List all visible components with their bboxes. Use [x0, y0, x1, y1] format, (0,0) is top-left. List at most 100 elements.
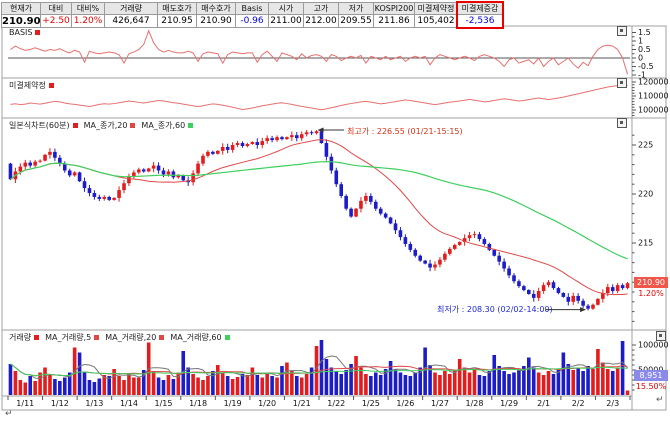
- quote-col-low: 저가 209.55: [338, 2, 374, 28]
- legend-swatch: [94, 335, 100, 340]
- svg-text:1/11: 1/11: [16, 399, 34, 408]
- svg-text:100000: 100000: [638, 341, 669, 350]
- field-value: 210.95: [161, 16, 193, 26]
- svg-text:0.5: 0.5: [638, 45, 651, 54]
- field-value: 212.00: [305, 16, 337, 26]
- ma60-line: [10, 161, 628, 260]
- basis-line: [10, 29, 629, 75]
- svg-text:2/1: 2/1: [537, 399, 550, 408]
- field-value: 210.90: [2, 16, 41, 27]
- ma20-line: [10, 139, 628, 296]
- quote-col-bid: 매수호가 210.90: [196, 2, 236, 28]
- field-value: 105,402: [417, 16, 455, 26]
- volume-legend: 거래량 MA_거래량,5 MA_거래량,20 MA_거래량,60: [9, 332, 236, 343]
- field-value: 211.00: [270, 16, 302, 26]
- field-label: 대비%: [72, 3, 104, 15]
- field-label: 매수호가: [197, 3, 235, 15]
- svg-text:1/12: 1/12: [51, 399, 69, 408]
- annotation-arrows: [317, 127, 587, 313]
- field-label: KOSPI200: [374, 3, 414, 15]
- panel-maximize-icon[interactable]: [617, 118, 627, 128]
- current-volume-pct: 15.50%: [635, 382, 667, 391]
- field-value: 209.55: [340, 16, 372, 26]
- panel-frames: [1, 25, 667, 411]
- legend-label: MA_종가,20: [83, 121, 128, 130]
- open-interest-line: [10, 84, 628, 111]
- panel-maximize-icon[interactable]: [617, 26, 627, 36]
- quote-col-open-interest: 미결제약정 105,402: [414, 2, 458, 28]
- svg-text:1/21: 1/21: [293, 399, 311, 408]
- field-label: 저가: [339, 3, 373, 15]
- quote-col-volume: 거래량 426,647: [104, 2, 158, 28]
- svg-text:1: 1: [638, 37, 643, 46]
- field-value: +2.50: [42, 16, 70, 26]
- field-label: Basis: [236, 3, 268, 15]
- legend-label: MA_거래량,60: [170, 333, 222, 342]
- quote-col-change: 대비 +2.50: [40, 2, 72, 28]
- svg-text:110000: 110000: [638, 92, 669, 101]
- svg-text:1/22: 1/22: [327, 399, 345, 408]
- svg-text:100000: 100000: [638, 106, 669, 115]
- svg-text:2/2: 2/2: [572, 399, 585, 408]
- current-price-badge: 210.90: [634, 277, 668, 288]
- legend-label: MA_거래량,20: [105, 333, 157, 342]
- svg-text:225: 225: [638, 141, 653, 150]
- legend-swatch: [130, 123, 136, 128]
- quote-col-high: 고가 212.00: [303, 2, 339, 28]
- legend-swatch: [224, 335, 230, 340]
- field-value: 1.20%: [73, 16, 103, 26]
- main-chart-legend: 일본식차트(60분) MA_종가,20 MA_종가,60: [9, 120, 199, 131]
- legend-label: BASIS: [9, 28, 33, 37]
- return-icon: ↵: [656, 395, 664, 405]
- svg-text:1/14: 1/14: [120, 399, 138, 408]
- panel-maximize-icon[interactable]: [656, 331, 666, 341]
- svg-text:220: 220: [638, 190, 653, 199]
- svg-text:1/26: 1/26: [396, 399, 414, 408]
- quote-col-last-price: 현재가 210.90: [1, 2, 41, 28]
- legend-swatch: [35, 30, 41, 35]
- legend-label: MA_종가,60: [141, 121, 186, 130]
- field-label: 대비: [41, 3, 71, 15]
- svg-text:1/27: 1/27: [431, 399, 449, 408]
- svg-text:1/15: 1/15: [155, 399, 173, 408]
- current-price-pct: 1.20%: [638, 289, 664, 298]
- legend-label: 거래량: [9, 333, 32, 342]
- quote-col-kospi200: KOSPI200 211.86: [373, 2, 415, 28]
- field-label: 거래량: [105, 3, 157, 15]
- low-price-annotation: 최저가 : 208.30 (02/02-14:00): [437, 305, 553, 314]
- legend-swatch: [188, 123, 194, 128]
- volume-bars: [8, 340, 630, 395]
- legend-label: MA_거래량,5: [45, 333, 92, 342]
- svg-text:1/20: 1/20: [258, 399, 276, 408]
- quote-col-ask: 매도호가 210.95: [157, 2, 197, 28]
- legend-swatch: [159, 335, 165, 340]
- svg-text:1.5: 1.5: [638, 28, 651, 37]
- field-label: 미결제약정: [415, 3, 457, 15]
- current-volume-badge: 8,951: [634, 370, 668, 381]
- svg-text:-1: -1: [638, 71, 646, 80]
- return-icon: ↵: [5, 409, 13, 419]
- quote-header: 현재가 210.90 대비 +2.50 대비% 1.20% 거래량 426,64…: [1, 1, 504, 29]
- legend-label: 미결제약정: [9, 81, 46, 90]
- svg-text:1/19: 1/19: [224, 399, 242, 408]
- field-value: -0.96: [240, 16, 264, 26]
- candlesticks: [8, 130, 630, 311]
- quote-col-oi-change: 미결제증감 -2,536: [456, 1, 504, 29]
- legend-swatch: [34, 335, 40, 340]
- svg-text:1/18: 1/18: [189, 399, 207, 408]
- svg-text:-0.5: -0.5: [638, 62, 654, 71]
- legend-label: 일본식차트(60분): [9, 121, 70, 130]
- field-label: 현재가: [2, 3, 40, 15]
- svg-text:1/28: 1/28: [466, 399, 484, 408]
- field-label: 고가: [304, 3, 338, 15]
- svg-text:120000: 120000: [638, 78, 669, 87]
- panel-maximize-icon[interactable]: [617, 78, 627, 88]
- legend-swatch: [72, 123, 78, 128]
- field-label: 미결제증감: [458, 3, 502, 15]
- field-label: 매도호가: [158, 3, 196, 15]
- date-axis: 1/11 1/12 1/13 1/14 1/15 1/18 1/19 1/20 1/21 1/22…: [7, 396, 631, 408]
- svg-text:2/3: 2/3: [606, 399, 619, 408]
- volume-ma60-line: [10, 363, 628, 377]
